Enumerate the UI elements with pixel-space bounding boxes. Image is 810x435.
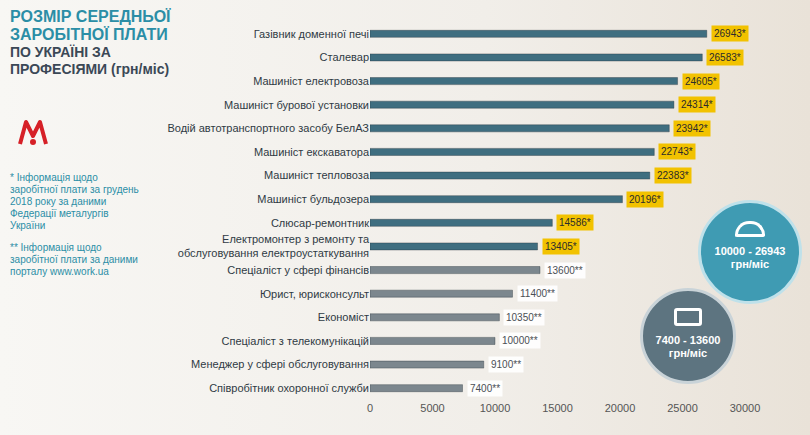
svg-text:Спеціаліст у сфері фінансів: Спеціаліст у сфері фінансів: [227, 264, 369, 276]
svg-text:24605*: 24605*: [685, 76, 717, 87]
svg-text:11400**: 11400**: [520, 288, 555, 299]
svg-text:Економіст: Економіст: [318, 311, 369, 323]
svg-text:Електромонтер з ремонту таобсл: Електромонтер з ремонту таобслуговування…: [178, 233, 370, 259]
svg-text:Сталевар: Сталевар: [320, 51, 369, 63]
svg-text:Менеджер у сфері обслуговуванн: Менеджер у сфері обслуговування: [191, 358, 369, 370]
svg-text:10000**: 10000**: [502, 335, 538, 346]
svg-text:7400**: 7400**: [470, 383, 500, 394]
html-text:ПО УКРАЇНІ ЗА ПРОФЕСІЯМИ (грн/: ПО УКРАЇНІ ЗА ПРОФЕСІЯМИ (грн/міс): [10, 44, 170, 77]
svg-text:26583*: 26583*: [709, 52, 741, 63]
svg-text:5000: 5000: [420, 402, 444, 414]
svg-text:24314*: 24314*: [681, 99, 713, 110]
svg-text:10350**: 10350**: [506, 312, 542, 323]
svg-text:Машиніст екскаватора: Машиніст екскаватора: [254, 146, 370, 158]
svg-text:Юрист, юрисконсульт: Юрист, юрисконсульт: [260, 288, 369, 300]
svg-text:9100**: 9100**: [491, 359, 521, 370]
svg-text:Слюсар-ремонтник: Слюсар-ремонтник: [271, 217, 369, 229]
svg-text:26943*: 26943*: [714, 28, 746, 39]
svg-text:Газівник доменної печі: Газівник доменної печі: [254, 28, 369, 40]
svg-text:Спеціаліст з телекомунікацій: Спеціаліст з телекомунікацій: [222, 335, 369, 347]
svg-text:15000: 15000: [542, 402, 573, 414]
html-text:грн/міс: грн/міс: [668, 346, 708, 359]
svg-text:14586*: 14586*: [559, 217, 591, 228]
svg-text:20196*: 20196*: [629, 194, 661, 205]
svg-text:22383*: 22383*: [657, 170, 689, 181]
svg-text:25000: 25000: [667, 402, 698, 414]
svg-text:Машиніст тепловоза: Машиніст тепловоза: [264, 169, 370, 181]
svg-text:10000: 10000: [480, 402, 511, 414]
svg-text:Машиніст електровоза: Машиніст електровоза: [253, 75, 370, 87]
svg-text:Машиніст бульдозера: Машиніст бульдозера: [257, 193, 370, 205]
svg-text:20000: 20000: [605, 402, 636, 414]
html-text:7400 - 13600: 7400 - 13600: [655, 333, 721, 346]
svg-text:13405*: 13405*: [545, 241, 577, 252]
svg-text:30000: 30000: [730, 402, 761, 414]
html-text:РОЗМІР СЕРЕДНЬОЇ ЗАРОБІТНОЇ ПЛ: РОЗМІР СЕРЕДНЬОЇ ЗАРОБІТНОЇ ПЛАТИ: [10, 8, 171, 43]
html-text:** Інформація щодо заробітної: ** Інформація щодо заробітної плати за д…: [10, 242, 138, 277]
html-text:* Інформація щодо заробітної п: * Інформація щодо заробітної плати за гр…: [10, 172, 139, 231]
svg-text:Машиніст бурової установки: Машиніст бурової установки: [224, 99, 369, 111]
svg-text:22743*: 22743*: [661, 146, 693, 157]
svg-text:13600**: 13600**: [547, 265, 583, 276]
html-text:грн/міс: грн/міс: [730, 258, 770, 271]
svg-text:23942*: 23942*: [676, 123, 708, 134]
svg-text:Співробітник охоронної служби: Співробітник охоронної служби: [209, 382, 369, 394]
svg-text:Водій автотранспортного засобу: Водій автотранспортного засобу БелАЗ: [167, 122, 369, 134]
svg-text:0: 0: [367, 402, 373, 414]
html-text:10000 - 26943: 10000 - 26943: [714, 245, 786, 258]
